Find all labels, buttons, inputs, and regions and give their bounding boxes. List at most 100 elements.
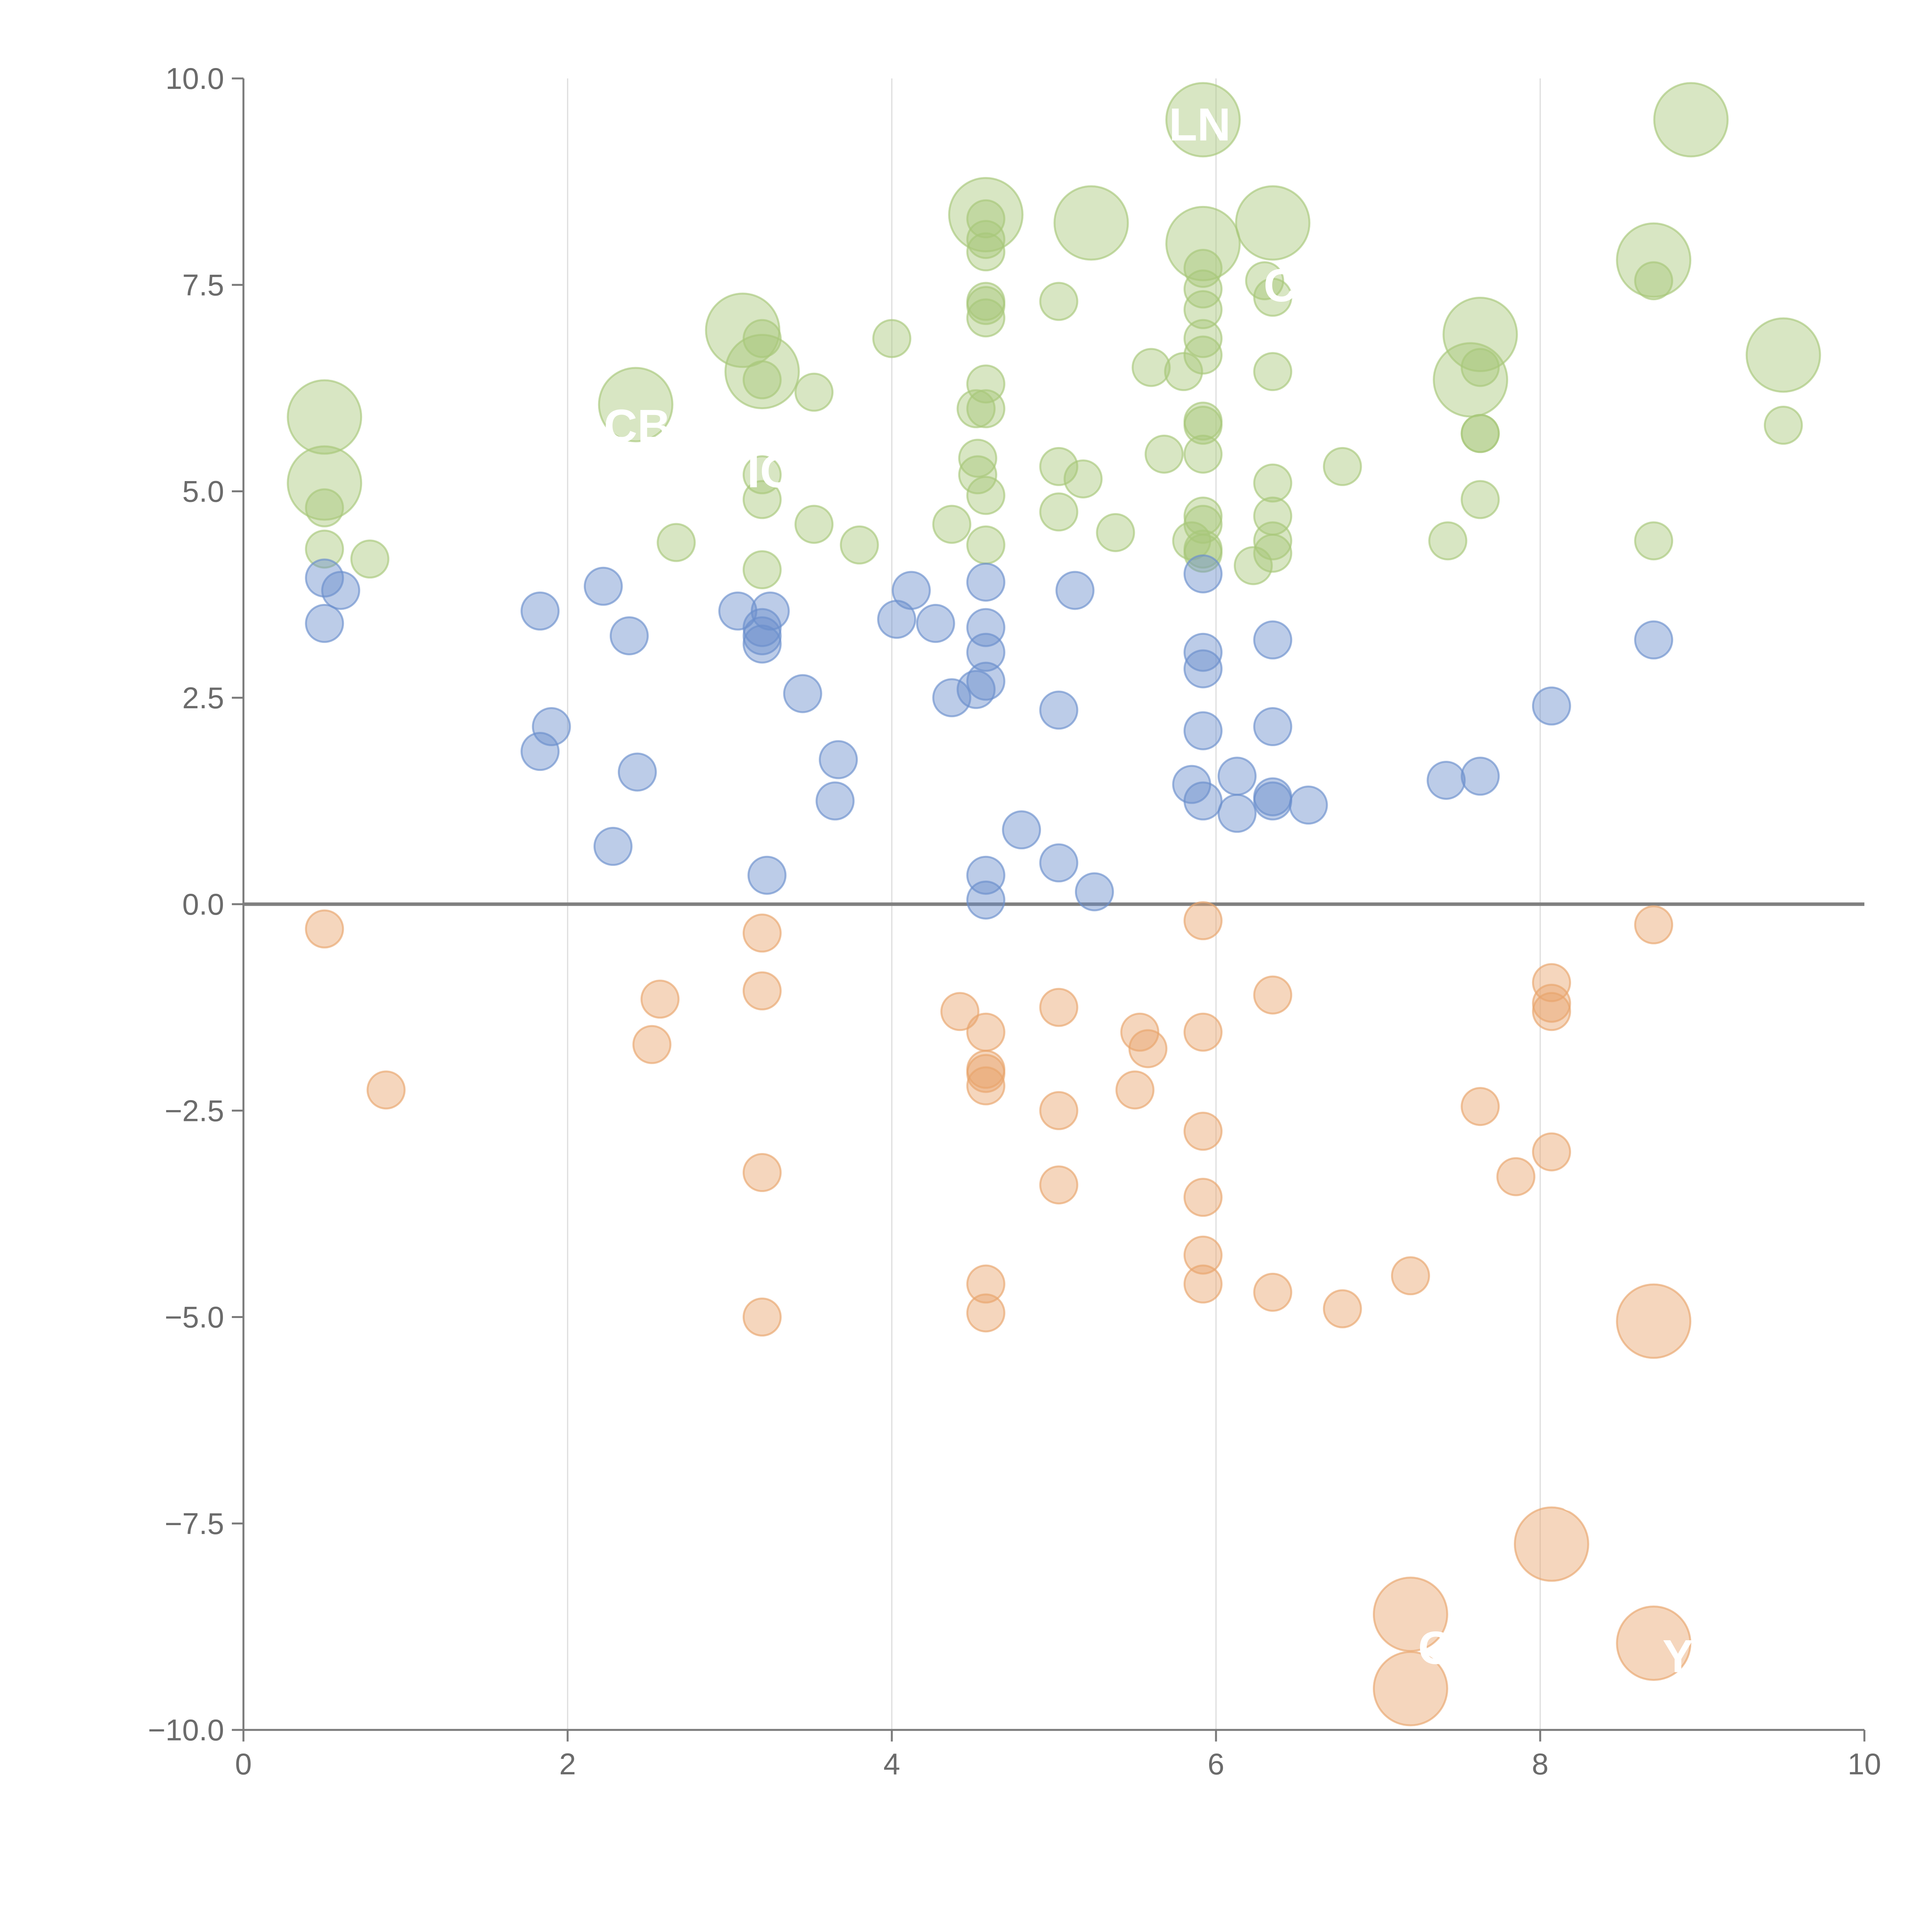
point-middle-31 (1039, 690, 1078, 730)
point-top-34 (1039, 447, 1078, 486)
point-bottom-28 (1253, 1272, 1293, 1312)
x-tick-label-0: 0 (235, 1747, 252, 1781)
point-middle-17 (815, 781, 855, 821)
point-bottom-29 (1323, 1289, 1362, 1328)
point-top-65 (1253, 534, 1293, 573)
point-annotation-6: Y (1663, 1630, 1694, 1682)
point-middle-34 (1075, 872, 1114, 912)
point-middle-4 (520, 732, 560, 771)
x-tick-label-1: 2 (559, 1747, 576, 1781)
y-tick-label-4: 0.0 (182, 887, 224, 921)
point-middle-7 (593, 827, 633, 866)
point-top-51 (1183, 406, 1223, 445)
point-middle-51 (1634, 620, 1673, 660)
x-tick-label-3: 6 (1208, 1747, 1224, 1781)
point-middle-26 (966, 633, 1005, 672)
point-top-68 (1433, 342, 1509, 418)
point-top-10 (742, 319, 782, 358)
point-middle-20 (891, 571, 931, 610)
point-top-43 (1165, 82, 1241, 158)
point-bottom-41 (1616, 1283, 1692, 1359)
point-middle-15 (747, 855, 787, 895)
x-tick-label-5: 10 (1848, 1747, 1881, 1781)
point-middle-49 (1461, 757, 1500, 796)
y-tick-label-3: 2.5 (182, 681, 224, 715)
point-middle-50 (1532, 686, 1571, 726)
point-middle-2 (321, 571, 361, 610)
point-top-30 (966, 389, 1005, 429)
point-top-28 (966, 298, 1005, 338)
point-top-32 (966, 525, 1005, 565)
point-middle-32 (1039, 843, 1078, 883)
point-bottom-4 (742, 913, 782, 953)
point-annotation-0: LN (1169, 99, 1231, 150)
point-bottom-37 (1532, 992, 1571, 1031)
point-bottom-42 (1616, 1605, 1692, 1681)
point-top-76 (1634, 521, 1673, 561)
point-middle-16 (783, 674, 822, 713)
point-top-15 (794, 505, 834, 544)
point-middle-40 (1183, 781, 1223, 821)
point-middle-29 (966, 880, 1005, 920)
point-top-66 (1323, 447, 1362, 486)
point-bottom-24 (1183, 1178, 1223, 1217)
y-tick-label-6: −5.0 (165, 1300, 224, 1334)
point-top-77 (1653, 82, 1729, 158)
point-top-8 (724, 334, 800, 410)
point-bottom-34 (1496, 1157, 1536, 1196)
point-top-38 (1096, 513, 1135, 552)
point-bottom-25 (1183, 1235, 1223, 1275)
y-tick-label-1: 7.5 (182, 268, 224, 302)
point-annotation-3: IC (747, 446, 793, 497)
point-top-23 (966, 199, 1005, 238)
point-middle-1 (305, 604, 344, 643)
point-middle-10 (718, 591, 757, 631)
point-top-21 (958, 455, 997, 495)
y-tick-label-0: 10.0 (165, 61, 224, 95)
point-bottom-39 (1514, 1506, 1589, 1582)
point-bottom-5 (742, 971, 782, 1010)
point-top-39 (1131, 348, 1171, 387)
point-middle-9 (617, 752, 657, 792)
point-middle-12 (742, 616, 782, 655)
point-middle-43 (1253, 620, 1293, 660)
point-top-20 (958, 439, 997, 478)
point-bottom-8 (940, 992, 980, 1031)
point-top-70 (1461, 348, 1500, 387)
point-top-2 (305, 488, 344, 527)
y-tick-label-7: −7.5 (165, 1507, 224, 1541)
x-tick-label-2: 4 (883, 1747, 900, 1781)
y-tick-label-5: −2.5 (165, 1094, 224, 1128)
point-middle-8 (609, 616, 649, 655)
point-top-6 (656, 523, 696, 562)
point-top-33 (1039, 282, 1078, 321)
point-bottom-13 (966, 1264, 1005, 1304)
point-bottom-20 (1128, 1029, 1168, 1068)
point-middle-38 (1183, 649, 1223, 689)
point-middle-46 (1253, 777, 1293, 816)
point-top-3 (305, 529, 344, 569)
point-top-12 (742, 480, 782, 519)
point-middle-18 (819, 740, 858, 779)
point-top-72 (1461, 414, 1500, 453)
point-bottom-1 (366, 1070, 406, 1110)
point-bottom-16 (1039, 1091, 1078, 1130)
point-middle-48 (1427, 760, 1466, 800)
point-top-4 (350, 539, 389, 579)
point-middle-3 (520, 591, 560, 631)
point-top-59 (1235, 185, 1311, 261)
point-annotation-2: CB (604, 400, 671, 452)
point-bottom-17 (1039, 1165, 1078, 1205)
point-bottom-21 (1183, 901, 1223, 940)
point-annotation-7: C (1418, 1622, 1452, 1674)
point-top-36 (1063, 459, 1103, 498)
point-middle-41 (1218, 757, 1257, 796)
x-tick-label-4: 8 (1532, 1747, 1548, 1781)
point-top-17 (872, 319, 912, 358)
y-tick-label-2: 5.0 (182, 474, 224, 509)
point-top-41 (1164, 352, 1203, 391)
point-labels: LN CB CB IC L C Y C (604, 99, 1694, 1682)
point-top-37 (1053, 185, 1129, 261)
